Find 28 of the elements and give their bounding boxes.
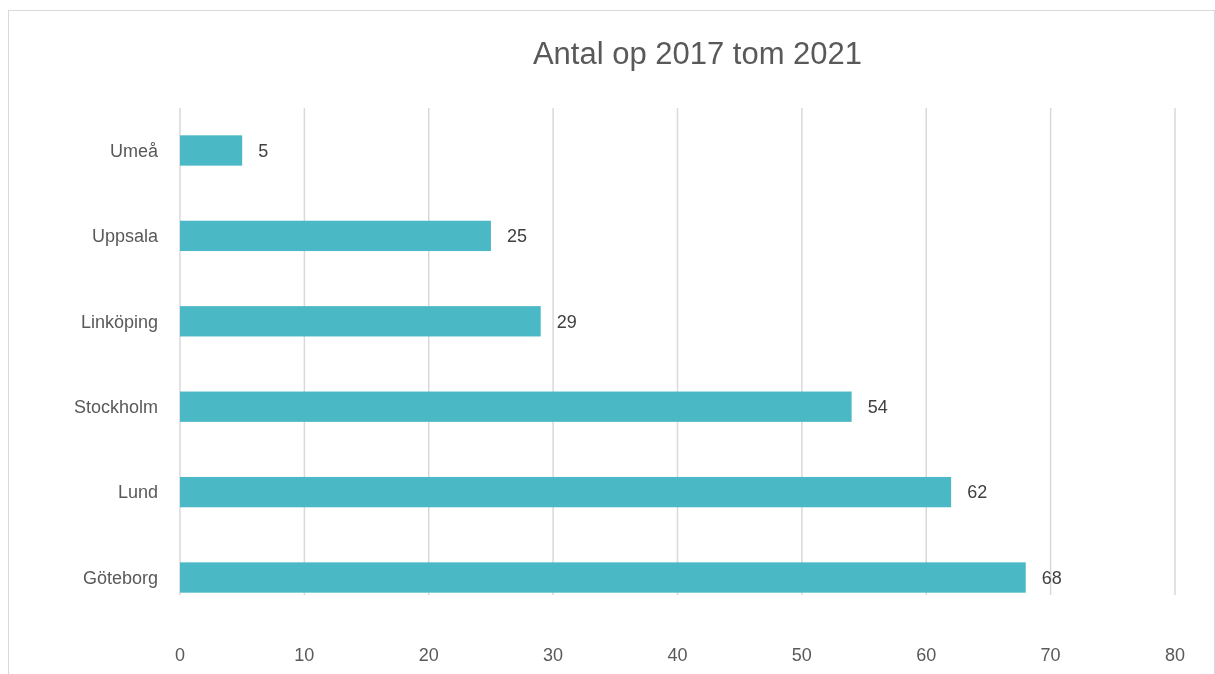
x-tick-label: 80 [1164, 645, 1186, 666]
data-label: 25 [506, 226, 527, 247]
bar [180, 220, 491, 252]
data-label: 29 [556, 311, 577, 332]
bar [180, 135, 243, 166]
x-tick-label: 70 [1040, 645, 1061, 666]
y-tick-label: Umeå [109, 140, 159, 161]
x-tick-label: 10 [294, 645, 315, 666]
bar [180, 562, 1026, 593]
x-tick-label: 20 [418, 645, 439, 666]
chart-title: Antal op 2017 tom 2021 [532, 36, 863, 71]
x-tick-label: 60 [916, 645, 937, 666]
data-label: 54 [867, 397, 888, 417]
y-tick-label: Stockholm [73, 397, 158, 417]
bar [180, 306, 541, 337]
x-tick-label: 50 [791, 645, 812, 666]
x-tick-label: 30 [543, 645, 564, 666]
y-tick-label: Lund [117, 482, 158, 503]
data-label: 68 [1041, 567, 1062, 588]
bar [180, 391, 852, 422]
data-label: 62 [967, 482, 988, 503]
x-tick-label: 40 [667, 645, 688, 666]
y-tick-label: Göteborg [82, 567, 158, 588]
bar [180, 476, 952, 508]
y-tick-label: Linköping [80, 311, 158, 332]
data-label: 5 [258, 140, 269, 161]
x-tick-label: 0 [174, 645, 186, 666]
y-tick-label: Uppsala [91, 226, 159, 247]
